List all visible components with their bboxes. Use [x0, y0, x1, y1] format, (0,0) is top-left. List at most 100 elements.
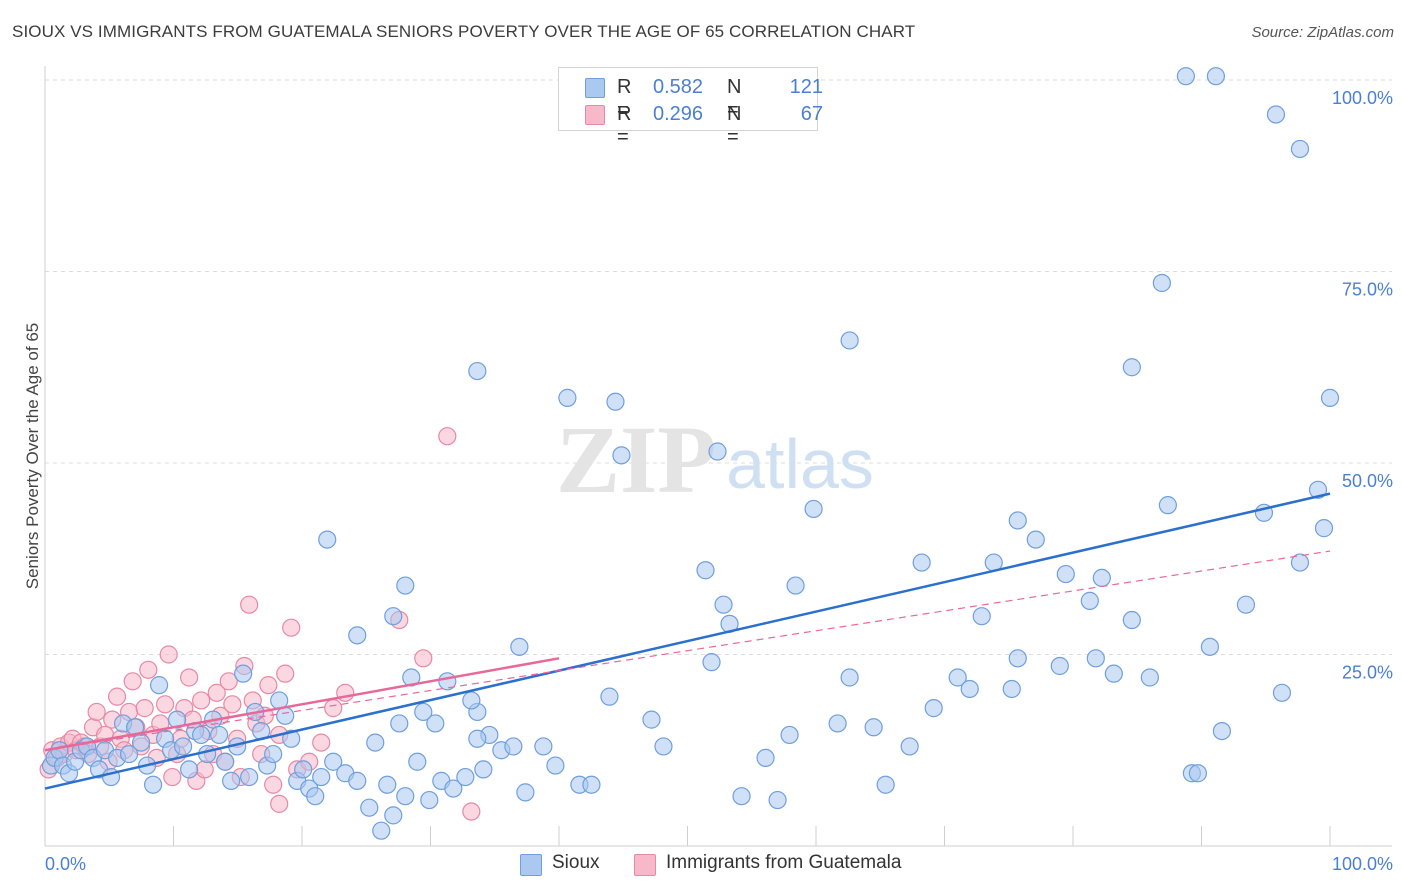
sioux-trend-line	[44, 492, 1331, 790]
sioux-point	[408, 752, 427, 771]
sioux-point	[384, 806, 403, 825]
sioux-point	[420, 790, 439, 810]
watermark: ZIP atlas	[556, 406, 874, 513]
sioux-point	[912, 553, 931, 572]
sioux-point	[50, 741, 69, 760]
y-axis-label: Seniors Poverty Over the Age of 65	[23, 322, 42, 590]
sioux-point	[600, 687, 619, 706]
sioux-point	[192, 725, 211, 745]
trend-lines	[44, 492, 1331, 790]
sioux-point	[786, 576, 805, 595]
guatemala-point	[438, 427, 457, 446]
sioux-point	[360, 798, 379, 817]
sioux-point	[149, 676, 169, 695]
stats-legend: R = 0.582 N = 121 R = 0.296 N = 67	[558, 67, 823, 148]
sioux-point	[1122, 610, 1141, 630]
sioux-point	[534, 737, 553, 756]
x-tick-label-min: 0.0%	[45, 854, 86, 874]
watermark-zip: ZIP	[556, 406, 716, 513]
y-tick-label: 100.0%	[1332, 88, 1393, 108]
sioux-point	[960, 679, 979, 699]
guatemala-point	[159, 645, 178, 664]
sioux-point	[756, 748, 775, 768]
sioux-point	[210, 725, 229, 745]
sioux-point	[504, 737, 523, 756]
sioux-point	[1272, 683, 1292, 702]
guatemala-point	[240, 595, 259, 614]
guatemala-trend-line	[44, 657, 560, 752]
y-tick-label: 75.0%	[1342, 280, 1393, 300]
sioux-point	[396, 787, 415, 806]
sioux-point	[1026, 530, 1045, 549]
guatemala-point	[207, 683, 226, 702]
sioux-point	[1056, 564, 1075, 584]
sioux-point	[240, 767, 259, 787]
sioux-point	[198, 744, 217, 764]
sioux-point	[372, 821, 391, 840]
guatemala-point	[312, 733, 331, 752]
sioux-point	[1188, 764, 1207, 783]
sioux-point	[948, 668, 967, 687]
sioux-point	[510, 637, 529, 656]
chart-title: SIOUX VS IMMIGRANTS FROM GUATEMALA SENIO…	[12, 22, 916, 41]
sioux-point	[702, 653, 721, 672]
sioux-point	[840, 331, 859, 350]
guatemala-point	[195, 760, 214, 779]
sioux-point	[282, 729, 301, 748]
sioux-point	[468, 361, 487, 381]
sioux-point	[174, 737, 193, 756]
sioux-point	[119, 744, 139, 764]
r-value: 0.296	[653, 103, 704, 125]
sioux-point	[972, 607, 991, 626]
sioux-point	[384, 607, 403, 626]
guatemala-point	[163, 767, 182, 787]
sioux-point	[1212, 721, 1232, 741]
sioux-point	[1266, 105, 1286, 124]
sioux-point	[306, 787, 325, 806]
guatemala-point	[139, 660, 158, 679]
guatemala-point	[180, 668, 199, 687]
guatemala-swatch	[634, 854, 656, 876]
sioux-point	[1152, 273, 1171, 293]
sioux-point	[1050, 656, 1069, 676]
r-value: 0.582	[653, 76, 704, 98]
sioux-point	[900, 737, 919, 756]
sioux-point	[732, 787, 751, 806]
legend-label-guatemala: Immigrants from Guatemala	[666, 852, 902, 873]
sioux-point	[1008, 649, 1027, 668]
sioux-point	[324, 752, 343, 771]
sioux-point	[348, 626, 367, 645]
sioux-point	[1206, 67, 1226, 86]
guatemala-trend-extension	[44, 550, 1331, 751]
sioux-swatch	[585, 78, 605, 98]
legend-label-sioux: Sioux	[552, 852, 600, 873]
guatemala-point	[219, 672, 238, 691]
source-label: Source: ZipAtlas.com	[1251, 24, 1394, 41]
sioux-point	[1158, 496, 1177, 515]
sioux-point	[582, 775, 601, 794]
guatemala-point	[282, 618, 301, 637]
sioux-point	[864, 718, 883, 737]
sioux-point	[876, 775, 895, 794]
n-value: 121	[789, 76, 823, 98]
sioux-point	[558, 388, 577, 407]
sioux-point	[780, 725, 799, 745]
sioux-point	[131, 733, 151, 752]
sioux-point	[426, 714, 445, 733]
sioux-point	[414, 702, 433, 722]
sioux-point	[546, 756, 565, 775]
sioux-point	[456, 767, 475, 787]
sioux-point	[180, 760, 199, 779]
sioux-point	[708, 442, 727, 461]
sioux-point	[612, 446, 631, 465]
sioux-point	[1176, 67, 1195, 86]
sioux-point	[366, 733, 385, 752]
sioux-point	[606, 392, 625, 411]
guatemala-point	[259, 676, 278, 695]
watermark-atlas: atlas	[726, 425, 874, 503]
guatemala-point	[324, 699, 343, 718]
sioux-point	[1122, 358, 1141, 377]
guatemala-point	[276, 664, 295, 683]
guatemala-point	[87, 702, 106, 722]
